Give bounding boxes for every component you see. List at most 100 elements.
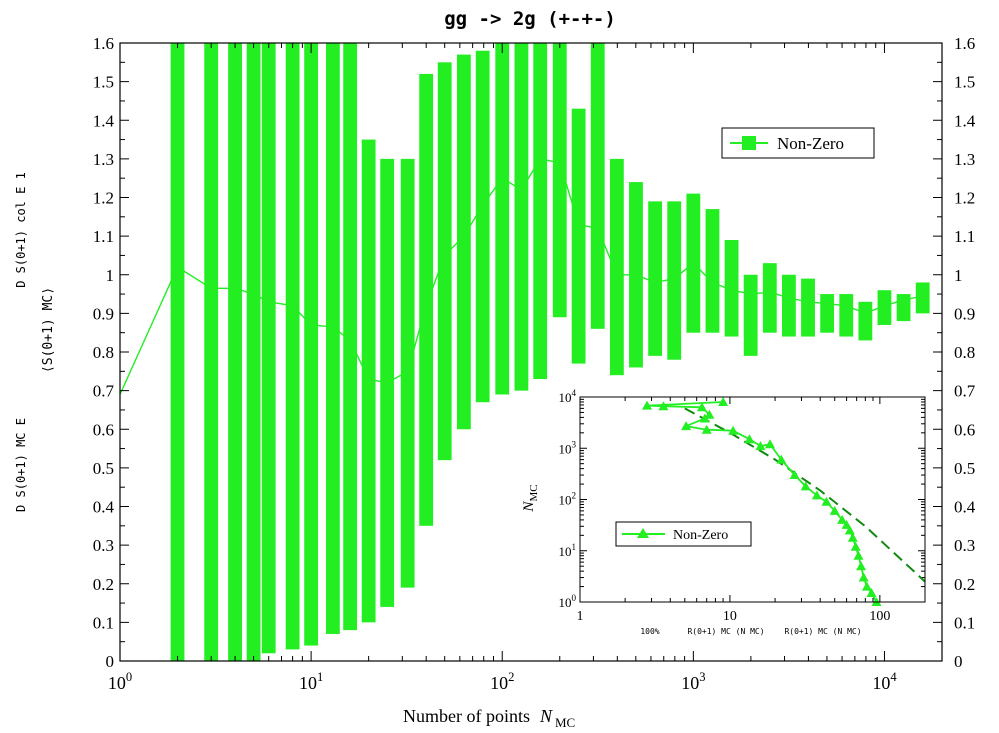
y-tick-label-right: 0.3 — [954, 536, 975, 555]
inset-frame — [579, 396, 926, 603]
error-bar — [801, 278, 815, 337]
inset-y-tick-label: 103 — [558, 439, 576, 456]
error-bar — [724, 239, 739, 337]
error-bar — [877, 290, 892, 325]
main-plot: gg -> 2g (+-+-) 0 00.1 0.10.2 0.20.3 0.30.4 0… — [14, 8, 976, 730]
y-tick-label-right: 1.3 — [954, 150, 975, 169]
main-legend-marker — [742, 136, 756, 150]
inset-legend: Non-Zero — [615, 521, 752, 547]
error-bar — [246, 43, 261, 661]
ylabel-average: ⟨S(0+1) MC⟩ — [41, 287, 56, 373]
inset-data-point — [866, 588, 877, 597]
y-tick-label-right: 0.5 — [954, 459, 975, 478]
y-tick-label: 1.1 — [93, 227, 114, 246]
error-bar — [514, 43, 529, 391]
inset-data-point — [856, 561, 867, 571]
x-axis-label: Number of points — [403, 706, 530, 726]
error-bar — [590, 43, 605, 329]
y-tick-label-right: 0.7 — [954, 382, 976, 401]
error-bar — [609, 158, 624, 376]
error-bar — [437, 62, 452, 461]
inset-data-point — [776, 454, 787, 464]
error-bar — [743, 274, 758, 356]
error-bar — [533, 43, 548, 380]
ylabel-ratio-bottom: D S(0+1) MC E — [14, 418, 28, 512]
inset-data-point — [841, 519, 852, 529]
error-bar — [820, 294, 835, 333]
error-bar — [228, 43, 242, 661]
inset-y-tick-label: 100 — [558, 593, 576, 610]
main-x-axis: 100 101 102 103 104 — [108, 43, 943, 693]
y-tick-label: 0.2 — [93, 575, 114, 594]
error-bar — [762, 263, 777, 333]
inset-markers — [642, 397, 882, 606]
y-tick-label: 1.2 — [93, 189, 114, 208]
inset-x-label-ratio-2: R(0+1) MC (N MC) — [784, 627, 861, 636]
y-tick-label: 0.3 — [93, 536, 114, 555]
main-bars — [170, 43, 930, 661]
main-y-axis: 0 0 0.1 0.1 0.2 0.2 0.3 0.3 0.4 0.4 0.5 0.5 0.6 0.6 0.… — [93, 34, 976, 671]
inset-legend-label: Non-Zero — [673, 528, 728, 543]
error-bar — [343, 43, 358, 631]
error-bar — [896, 294, 911, 322]
inset-data-point — [765, 439, 775, 449]
inset-x-tick-label: 1 — [577, 609, 584, 624]
y-tick-label: 1.5 — [93, 73, 114, 92]
error-bar — [667, 201, 682, 360]
y-tick-label-right: 0.4 — [954, 498, 976, 517]
inset-plot: 100 101 102 103 104 1 10 100 NMC 100% R(0+1) M… — [521, 388, 926, 636]
inset-data-point — [811, 490, 822, 500]
inset-data-point — [853, 550, 864, 560]
inset-data-point — [718, 397, 729, 406]
error-bar — [552, 43, 567, 318]
inset-data-point — [701, 424, 712, 434]
error-bar — [839, 294, 854, 337]
error-bar — [495, 43, 510, 395]
error-bar — [204, 43, 219, 661]
inset-data-point — [744, 434, 755, 444]
inset-data-point — [800, 481, 811, 491]
error-bar — [648, 201, 663, 356]
inset-x-tick-label: 10 — [723, 609, 737, 624]
error-bar — [571, 108, 586, 364]
inset-y-tick-label: 102 — [558, 491, 576, 508]
error-bar — [705, 209, 720, 333]
inset-x-label-percent: 100% — [640, 627, 659, 636]
inset-data-point — [755, 441, 766, 451]
inset-data-point — [861, 581, 872, 591]
inset-data-point — [847, 532, 858, 542]
inset-dashed-line — [684, 407, 926, 583]
inset-data-point — [821, 496, 832, 506]
inset-data-point — [829, 505, 840, 515]
inset-x-tick-label: 100 — [869, 609, 890, 624]
inset-data-point — [728, 425, 739, 435]
x-tick-label: 102 — [490, 670, 514, 693]
inset-data-point — [704, 409, 715, 419]
inset-x-label-ratio-1: R(0+1) MC (N MC) — [687, 627, 764, 636]
y-tick-label: 0.1 — [93, 613, 114, 632]
inset-data-point — [844, 525, 855, 535]
inset-data-point — [858, 572, 869, 582]
inset-y-tick-label: 104 — [558, 388, 576, 405]
error-bar — [419, 73, 434, 526]
inset-data-point — [850, 541, 861, 551]
y-tick-label-right: 0.9 — [954, 304, 975, 323]
y-tick-label: 0.5 — [93, 459, 114, 478]
inset-y-tick-label: 101 — [558, 542, 576, 559]
x-axis-label-subscript: MC — [555, 715, 575, 730]
x-axis-label-symbol: N — [539, 706, 553, 726]
y-tick-label-right: 1.1 — [954, 227, 975, 246]
y-tick-label: 1 — [106, 266, 115, 285]
inset-data-point — [642, 400, 652, 410]
y-tick-label: 0.4 — [93, 498, 115, 517]
x-axis-label-text: Number of points — [403, 706, 530, 726]
main-legend-label: Non-Zero — [777, 134, 844, 153]
inset-data-point — [658, 401, 669, 411]
y-tick-label-right: 1.2 — [954, 189, 975, 208]
error-bar — [858, 301, 873, 341]
inset-data-point — [696, 402, 707, 412]
main-mean-line — [119, 158, 923, 395]
x-tick-label: 101 — [299, 670, 323, 693]
y-tick-label-right: 0.6 — [954, 420, 975, 439]
